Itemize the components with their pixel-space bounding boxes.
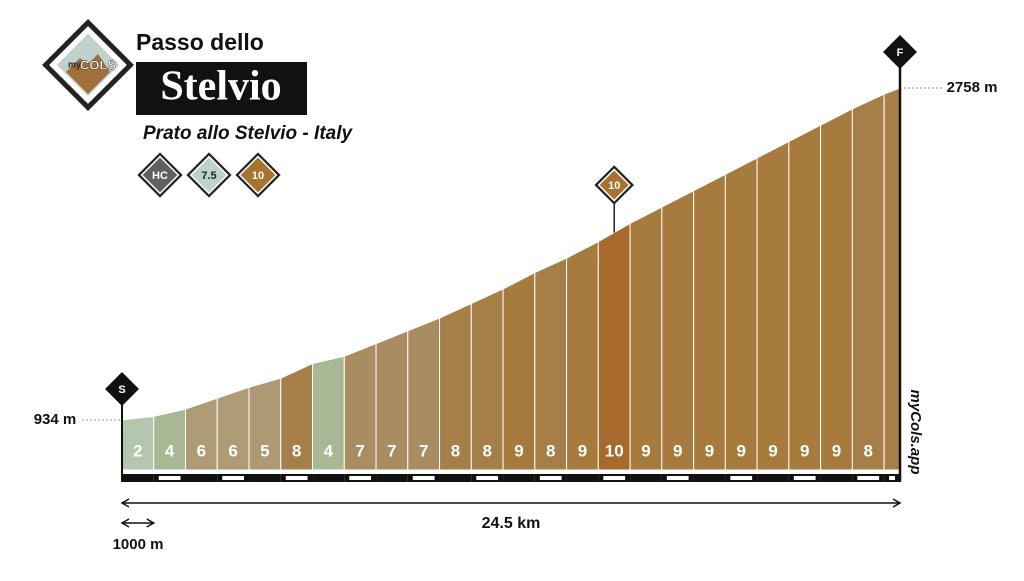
distance-label: 24.5 km — [482, 515, 541, 532]
km-bar-gap — [539, 476, 562, 480]
gradient-label: 5 — [260, 441, 269, 460]
gradient-segment — [597, 222, 631, 471]
scale-arrow-head — [120, 518, 130, 528]
watermark: myCols.app — [907, 389, 924, 474]
km-bar-gap — [285, 476, 308, 480]
km-bar-gap — [857, 476, 880, 480]
title: Stelvio — [160, 64, 281, 110]
subtitle: Prato allo Stelvio - Italy — [143, 123, 353, 144]
title-box — [136, 62, 307, 115]
km-bar — [185, 474, 218, 482]
badge — [189, 155, 229, 195]
gradient-label: 8 — [292, 441, 301, 460]
gradient-segment — [502, 271, 536, 471]
gradient-segment — [788, 124, 822, 471]
gradient-label: 9 — [514, 441, 523, 460]
badge-label: 7.5 — [201, 170, 216, 182]
gradient-label: 9 — [578, 441, 587, 460]
badge-label: HC — [152, 170, 168, 182]
gradient-segment — [153, 408, 187, 471]
gradient-label: 8 — [451, 441, 460, 460]
km-bar — [820, 474, 853, 482]
km-bar — [503, 474, 535, 482]
km-bar-gap — [889, 476, 895, 480]
gradient-label: 6 — [197, 441, 206, 460]
gradient-label: 9 — [705, 441, 714, 460]
gradient-segment — [724, 157, 758, 471]
gradient-segment — [534, 257, 568, 471]
gradient-label: 6 — [228, 441, 237, 460]
badge-label: 10 — [252, 170, 264, 182]
gradient-label: 9 — [800, 441, 809, 460]
km-bar — [630, 474, 662, 482]
gradient-label: 4 — [165, 441, 175, 460]
km-bar-gap — [666, 476, 689, 480]
km-bar — [312, 474, 345, 482]
gradient-label: 7 — [387, 441, 396, 460]
logo: my COLS — [42, 19, 134, 111]
gradient-label: 8 — [482, 441, 491, 460]
logo-prefix: my — [68, 59, 81, 69]
gradient-label: 9 — [832, 441, 841, 460]
scale-arrow-head — [146, 518, 156, 528]
km-bar-gap — [222, 476, 245, 480]
gradient-segment — [820, 107, 853, 471]
logo-name: COLS — [80, 57, 116, 72]
start-label: S — [118, 384, 125, 396]
gradient-label: 9 — [768, 441, 777, 460]
gradient-label: 2 — [133, 441, 142, 460]
gradient-segment — [851, 93, 885, 471]
elevation-label: 934 m — [34, 411, 77, 428]
km-bar-gap — [793, 476, 816, 480]
gradient-segment — [661, 189, 695, 471]
km-bar — [566, 474, 599, 482]
km-bar-gap — [603, 476, 626, 480]
km-bar — [757, 474, 789, 482]
km-bar — [693, 474, 726, 482]
gradient-segment — [756, 140, 790, 471]
peak-label: 10 — [608, 180, 620, 192]
gradient-segment — [629, 206, 663, 471]
km-bar — [439, 474, 472, 482]
gradient-segment — [883, 87, 901, 471]
distance-arrow-head — [892, 498, 902, 508]
km-bar-gap — [158, 476, 181, 480]
gradient-segment — [566, 240, 599, 471]
title-small: Passo dello — [136, 29, 264, 55]
gradient-label: 4 — [324, 441, 334, 460]
km-bar — [249, 474, 281, 482]
gradient-label: 9 — [673, 441, 682, 460]
km-bar — [122, 474, 154, 482]
peak-marker — [597, 168, 631, 202]
scale-label: 1000 m — [113, 536, 164, 553]
gradient-label: 9 — [641, 441, 650, 460]
km-bar-gap — [412, 476, 435, 480]
badge — [140, 155, 180, 195]
gradient-label: 7 — [355, 441, 364, 460]
km-bar-gap — [730, 476, 753, 480]
gradient-label: 8 — [864, 441, 873, 460]
elevation-label: 2758 m — [947, 79, 998, 96]
gradient-label: 7 — [419, 441, 428, 460]
distance-arrow-head — [120, 498, 130, 508]
gradient-label: 9 — [736, 441, 745, 460]
gradient-segment — [693, 173, 726, 471]
badge — [238, 155, 278, 195]
km-bar — [376, 474, 408, 482]
gradient-label: 10 — [605, 441, 624, 460]
km-bar-gap — [476, 476, 499, 480]
finish-label: F — [897, 47, 904, 59]
gradient-label: 8 — [546, 441, 555, 460]
km-bar-gap — [349, 476, 372, 480]
